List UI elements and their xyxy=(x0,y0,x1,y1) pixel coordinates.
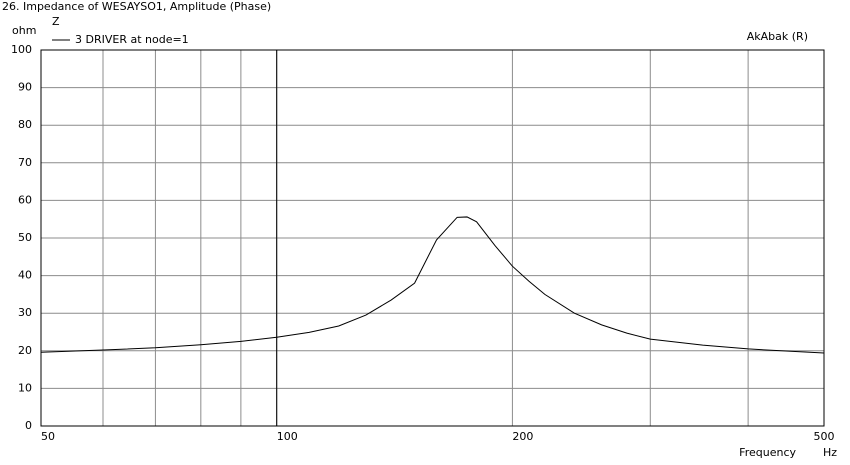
legend-label: 3 DRIVER at node=1 xyxy=(75,33,189,46)
y-tick-label: 50 xyxy=(18,231,32,244)
y-tick-label: 20 xyxy=(18,344,32,357)
x-axis-label: Frequency xyxy=(739,446,796,459)
chart-title: 26. Impedance of WESAYSO1, Amplitude (Ph… xyxy=(2,0,271,13)
plot-frame xyxy=(40,49,825,427)
series-line xyxy=(40,216,825,354)
y-tick-label: 0 xyxy=(25,419,32,432)
y-tick-label: 10 xyxy=(18,381,32,394)
y-tick-label: 100 xyxy=(11,43,32,56)
x-tick-label: 200 xyxy=(512,430,533,443)
y-tick-label: 30 xyxy=(18,306,32,319)
y-tick-label: 60 xyxy=(18,193,32,206)
y-unit: ohm xyxy=(12,24,36,37)
watermark: AkAbak (R) xyxy=(747,30,808,43)
x-tick-label: 100 xyxy=(277,430,298,443)
y-tick-label: 40 xyxy=(18,269,32,282)
x-unit: Hz xyxy=(823,446,837,459)
y-tick-label: 90 xyxy=(18,81,32,94)
x-tick-label: 500 xyxy=(814,430,835,443)
x-tick-label: 50 xyxy=(41,430,55,443)
y-tick-label: 70 xyxy=(18,156,32,169)
legend-title: Z xyxy=(52,15,60,28)
y-tick-label: 80 xyxy=(18,118,32,131)
